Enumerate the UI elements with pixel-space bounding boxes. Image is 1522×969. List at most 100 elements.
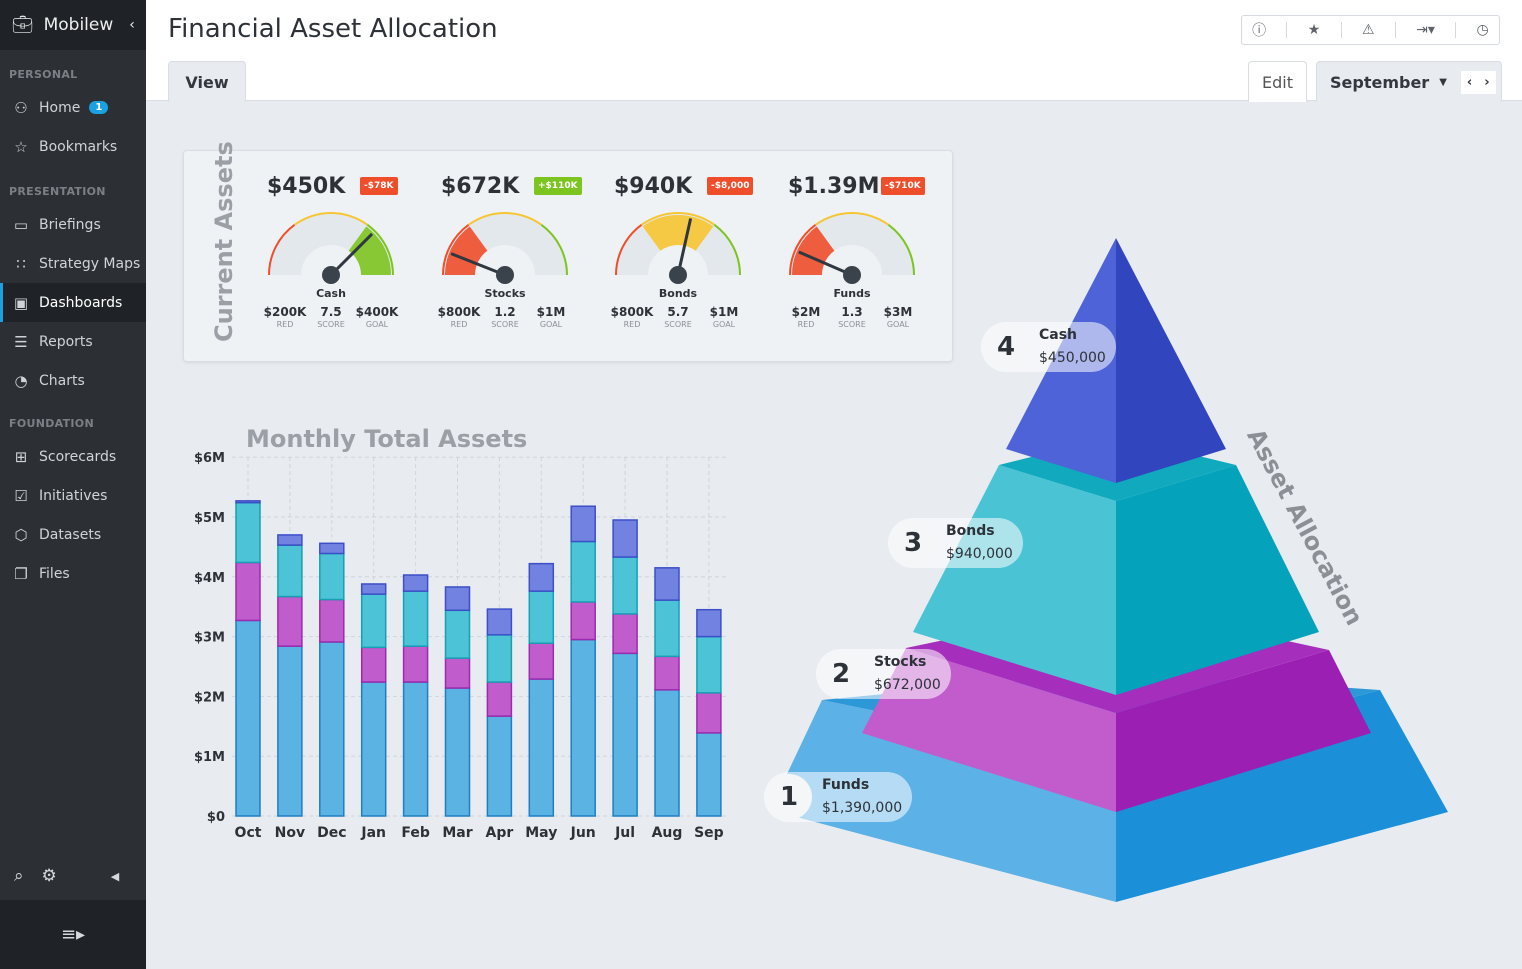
sidebar-item-dashboards[interactable]: ▣ Dashboards	[0, 283, 146, 322]
gauge-goal-stat: $3M GOAL	[883, 305, 913, 329]
pyramid-label-cash: 4 Cash $450,000	[981, 322, 1116, 372]
user-icon: ⚇	[14, 98, 28, 117]
gauge-rim-green	[366, 224, 394, 275]
sidebar-item-label: Files	[39, 565, 70, 582]
gauge-name: Funds	[833, 287, 871, 300]
sidebar-item-charts[interactable]: ◔ Charts	[0, 361, 146, 400]
gauge-rim-yellow	[293, 212, 369, 226]
notification-badge: 1	[89, 101, 109, 114]
sidebar-item-label: Bookmarks	[39, 138, 118, 155]
pyramid-label-stocks: 2 Stocks $672,000	[816, 649, 951, 699]
star-icon: ☆	[14, 137, 28, 156]
sidebar-item-initiatives[interactable]: ☑ Initiatives	[0, 476, 146, 515]
sidebar-item-label: Briefings	[39, 216, 101, 233]
gauge-name: Stocks	[484, 287, 526, 300]
gauge-goal-stat: $400K GOAL	[355, 305, 399, 329]
gauge-needle	[798, 250, 853, 277]
gauge-name: Cash	[316, 287, 346, 300]
tier-rank: 3	[890, 520, 936, 566]
sidebar-item-scorecards[interactable]: ⊞ Scorecards	[0, 437, 146, 476]
collapse-icon[interactable]: ‹	[129, 17, 135, 33]
gauge-cash	[268, 212, 394, 284]
sidebar-item-files[interactable]: ❐ Files	[0, 554, 146, 593]
menu-toggle[interactable]: ≡▸	[0, 900, 146, 969]
pyramid-tier-bonds-left	[913, 465, 1116, 695]
tier-name: Funds	[822, 777, 870, 793]
pyramid-tier-cash-right	[1116, 238, 1226, 483]
strategy-map-icon: ∷	[16, 254, 26, 273]
gauge-delta-badge: -$710K	[881, 177, 925, 195]
gauge-red-stat: $800K RED	[437, 305, 481, 329]
gauge-hub	[669, 266, 687, 284]
clock-icon[interactable]: ◷	[1476, 22, 1489, 38]
sidebar-item-label: Dashboards	[39, 294, 123, 311]
gauge-rim-red	[615, 224, 643, 275]
warning-icon[interactable]: ⚠	[1361, 22, 1375, 38]
brand-name: Mobilew	[43, 15, 114, 35]
gauge-delta-badge: +$110K	[534, 177, 582, 195]
pyramid-label-bonds: 3 Bonds $940,000	[888, 518, 1023, 568]
info-icon[interactable]: ⓘ	[1252, 23, 1267, 39]
gauge-hub	[322, 266, 340, 284]
tier-name: Stocks	[874, 654, 927, 670]
gauge-delta-badge: -$8,000	[707, 177, 754, 195]
dashboard-icon: ▣	[13, 293, 29, 312]
collapse-sidebar-icon[interactable]: ◀	[110, 869, 120, 883]
sidebar-section-label: PRESENTATION	[9, 185, 106, 198]
menu-icon: ≡▸	[60, 924, 86, 945]
sidebar-item-home[interactable]: ⚇ Home 1	[0, 88, 146, 127]
list-icon: ☰	[14, 332, 28, 351]
gauge-active-zone	[642, 215, 714, 251]
gauge-score-stat: 1.2 SCORE	[491, 305, 519, 329]
gauge-red-stat: $2M RED	[791, 305, 821, 329]
sidebar-section-label: FOUNDATION	[9, 417, 94, 430]
sidebar-item-strategy-maps[interactable]: ∷ Strategy Maps	[0, 244, 146, 283]
gauge-stocks	[442, 212, 568, 284]
sidebar: 💼︎ Mobilew ‹ PERSONAL ⚇ Home 1 ☆ Bookmar…	[0, 0, 146, 969]
search-icon[interactable]: ⌕	[14, 866, 24, 886]
tier-rank: 1	[766, 774, 812, 820]
prev-period-button[interactable]: ‹	[1460, 70, 1479, 94]
gauge-rim-yellow	[814, 212, 890, 226]
sidebar-item-briefings[interactable]: ▭ Briefings	[0, 205, 146, 244]
gauge-value: $450K	[267, 174, 346, 199]
gauge-rim-green	[713, 224, 741, 275]
gauge-name: Bonds	[658, 287, 698, 300]
sidebar-section-label: PERSONAL	[9, 68, 78, 81]
sidebar-item-bookmarks[interactable]: ☆ Bookmarks	[0, 127, 146, 166]
gear-icon[interactable]: ⚙	[41, 866, 57, 886]
gauge-bonds	[615, 212, 741, 284]
pyramid-tier-stocks-right	[1116, 650, 1371, 812]
gauge-red-stat: $200K RED	[263, 305, 307, 329]
gauge-rim-red	[268, 224, 296, 275]
gauge-red-stat: $800K RED	[610, 305, 654, 329]
tier-name: Cash	[1039, 327, 1078, 343]
chart-title: Monthly Total Assets	[246, 425, 528, 453]
sidebar-item-label: Home	[39, 99, 81, 116]
next-period-button[interactable]: ›	[1478, 70, 1496, 94]
tier-amount: $940,000	[946, 546, 1013, 562]
star-icon[interactable]: ★	[1307, 22, 1321, 38]
sidebar-item-datasets[interactable]: ⬡ Datasets	[0, 515, 146, 554]
gauge-needle	[676, 218, 693, 276]
export-icon[interactable]: ⇥▾	[1416, 22, 1435, 38]
files-icon: ❐	[14, 564, 28, 583]
gauge-value: $1.39M	[788, 174, 880, 199]
checkbox-icon: ☑	[14, 486, 28, 505]
sidebar-item-reports[interactable]: ☰ Reports	[0, 322, 146, 361]
gauge-value: $940K	[614, 174, 693, 199]
tier-rank: 2	[818, 651, 864, 697]
tier-amount: $672,000	[874, 677, 941, 693]
gauge-rim-yellow	[467, 212, 543, 226]
period-selector[interactable]: September ▼ ‹ ›	[1316, 61, 1502, 102]
tab-view[interactable]: View	[168, 61, 246, 102]
brand[interactable]: 💼︎ Mobilew ‹	[0, 0, 146, 50]
tab-edit[interactable]: Edit	[1248, 61, 1307, 102]
sidebar-item-label: Reports	[39, 333, 93, 350]
gauge-active-zone	[348, 226, 391, 275]
gauge-goal-stat: $1M GOAL	[536, 305, 566, 329]
scorecard-icon: ⊞	[14, 447, 28, 466]
gauge-hub	[843, 266, 861, 284]
gauge-rim-red	[789, 224, 817, 275]
